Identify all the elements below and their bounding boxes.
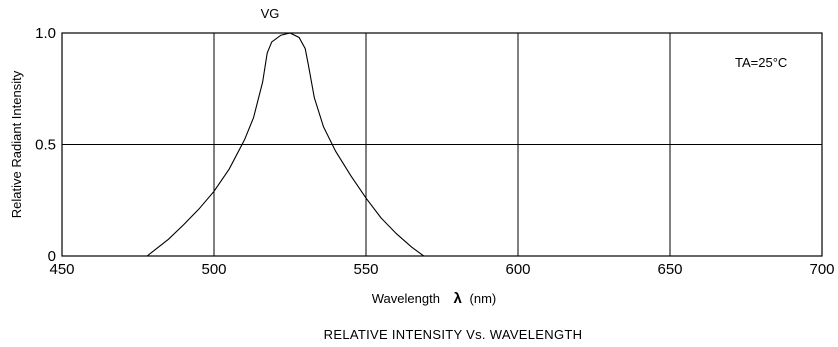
x-axis-label: Wavelength λ (nm) xyxy=(372,290,496,307)
y-axis-ticks: 0 0.5 1.0 xyxy=(35,25,56,265)
x-tick-label-700: 700 xyxy=(809,261,834,278)
x-tick-label-650: 650 xyxy=(657,261,682,278)
grid-lines xyxy=(62,33,822,256)
x-axis-label-symbol: λ xyxy=(454,290,463,307)
y-tick-label-1.0: 1.0 xyxy=(35,25,56,42)
y-axis-label: Relative Radiant Intensity xyxy=(9,70,24,218)
y-tick-label-0: 0 xyxy=(48,248,56,265)
series-label-vg: VG xyxy=(261,6,280,21)
x-tick-label-600: 600 xyxy=(505,261,530,278)
temperature-annotation: TA=25°C xyxy=(735,55,787,70)
y-tick-label-0.5: 0.5 xyxy=(35,137,56,154)
x-tick-label-550: 550 xyxy=(353,261,378,278)
x-axis-ticks: 450 500 550 600 650 700 xyxy=(49,261,834,278)
x-tick-label-500: 500 xyxy=(201,261,226,278)
x-axis-label-unit: (nm) xyxy=(470,291,497,306)
chart-title: RELATIVE INTENSITY Vs. WAVELENGTH xyxy=(324,327,583,342)
x-axis-label-text: Wavelength xyxy=(372,291,440,306)
